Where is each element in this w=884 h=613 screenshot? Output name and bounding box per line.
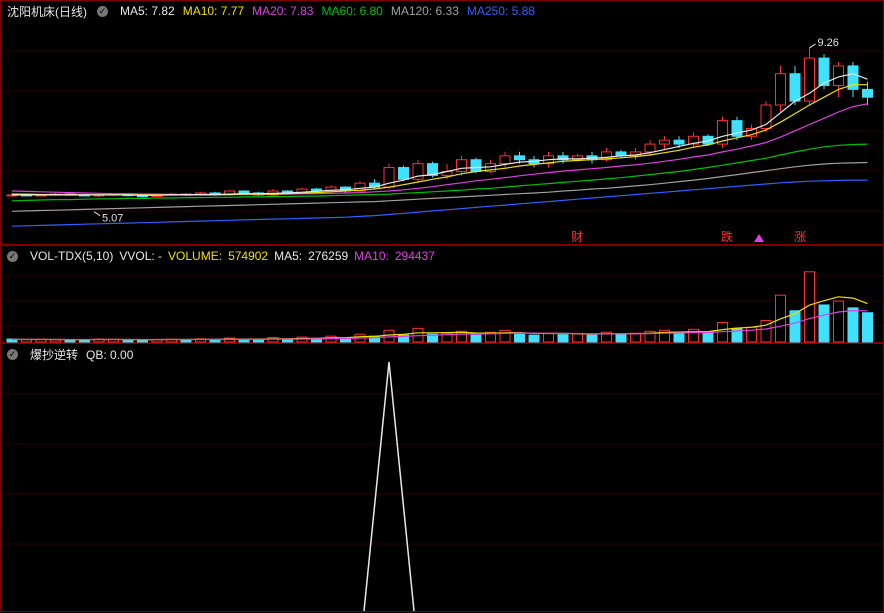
toggle-icon[interactable]: ✓ — [97, 6, 108, 17]
main-header: 沈阳机床(日线) ✓ MA5: 7.82 MA10: 7.77 MA20: 7.83… — [7, 3, 543, 19]
ma-label: MA20: 7.83 — [252, 4, 313, 18]
vol-label: 574902 — [228, 249, 268, 263]
toggle-icon[interactable]: ✓ — [7, 251, 18, 262]
svg-text:5.07: 5.07 — [102, 213, 123, 225]
indicator-header: ✓ 爆抄逆转 QB: 0.00 — [7, 346, 141, 362]
vol-label: 294437 — [395, 249, 435, 263]
volume-header: ✓ VOL-TDX(5,10) VVOL: - VOLUME: 574902 MA5: 2… — [7, 248, 441, 264]
ind-label: QB: 0.00 — [86, 348, 133, 362]
volume-panel[interactable]: ✓ VOL-TDX(5,10) VVOL: - VOLUME: 574902 MA5: 2… — [0, 245, 884, 343]
ma-label: MA60: 6.80 — [321, 4, 382, 18]
main-chart-panel[interactable]: 沈阳机床(日线) ✓ MA5: 7.82 MA10: 7.77 MA20: 7.83… — [0, 0, 884, 245]
vol-label: MA5: — [274, 249, 302, 263]
svg-text:财: 财 — [571, 230, 583, 244]
ma-label: MA250: 5.88 — [467, 4, 535, 18]
ma-label: MA120: 6.33 — [391, 4, 459, 18]
toggle-icon[interactable]: ✓ — [7, 349, 18, 360]
vol-label: VOL-TDX(5,10) — [30, 249, 113, 263]
ind-label: 爆抄逆转 — [30, 348, 78, 362]
candlestick-chart[interactable]: 9.26 5.07 财 跌 涨 — [1, 1, 884, 246]
ma-label: MA5: 7.82 — [120, 4, 175, 18]
vol-label: 276259 — [308, 249, 348, 263]
svg-text:跌: 跌 — [721, 229, 733, 244]
indicator-panel[interactable]: ✓ 爆抄逆转 QB: 0.00 — [0, 343, 884, 612]
svg-text:9.26: 9.26 — [818, 37, 839, 49]
indicator-chart[interactable] — [1, 344, 884, 613]
vol-label: VVOL: - — [119, 249, 162, 263]
vol-label: VOLUME: — [168, 249, 222, 263]
svg-text:涨: 涨 — [794, 229, 806, 244]
ma-label: MA10: 7.77 — [183, 4, 244, 18]
vol-label: MA10: — [354, 249, 389, 263]
stock-title: 沈阳机床(日线) — [7, 3, 87, 20]
